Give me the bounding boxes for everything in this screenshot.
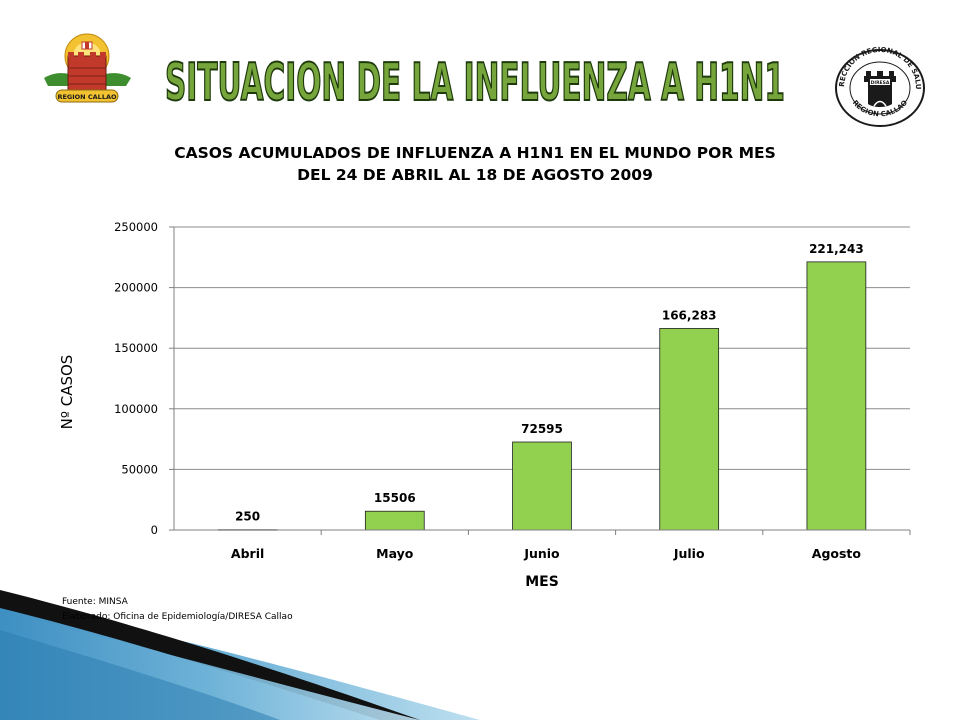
data-label-mayo: 15506 (374, 491, 416, 505)
y-tick-label: 250000 (114, 220, 158, 234)
chart-title-line2: DEL 24 DE ABRIL AL 18 DE AGOSTO 2009 (297, 166, 653, 184)
bar-agosto (806, 261, 867, 531)
x-tick-label-julio: Julio (673, 546, 705, 561)
region-callao-logo: REGION CALLAO (44, 33, 131, 103)
decorative-swoosh (0, 590, 480, 720)
data-labels: 250 15506 72595 166,283 221,243 (235, 242, 864, 524)
bars (217, 261, 867, 531)
data-label-junio: 72595 (521, 422, 563, 436)
prepared-by-note: Elaborado: Oficina de Epidemiología/DIRE… (62, 612, 293, 622)
source-note: Fuente: MINSA (62, 597, 128, 607)
bar-julio (659, 328, 720, 531)
banner-title: SITUACION DE LA INFLUENZA A H1N1 (165, 53, 785, 113)
x-tick-label-mayo: Mayo (376, 546, 414, 561)
data-label-abril: 250 (235, 510, 260, 524)
y-tick-label: 0 (151, 523, 158, 537)
data-label-agosto: 221,243 (809, 242, 864, 256)
data-label-julio: 166,283 (662, 308, 717, 322)
bar-mayo (364, 510, 425, 531)
y-tick-label: 50000 (121, 462, 158, 476)
x-axis-label: MES (525, 574, 559, 590)
castle-tower-icon (864, 71, 896, 107)
x-tick-label-agosto: Agosto (812, 546, 862, 561)
x-axis-ticks: Abril Mayo Junio Julio Agosto (231, 530, 911, 561)
x-tick-label-junio: Junio (523, 546, 560, 561)
right-logo-center-text: DIRESA (871, 80, 890, 86)
y-tick-label: 150000 (114, 341, 158, 355)
y-axis-ticks: 0 50000 100000 150000 200000 250000 (114, 220, 174, 537)
x-tick-label-abril: Abril (231, 546, 264, 561)
banner: SITUACION DE LA INFLUENZA A H1N1 (164, 52, 786, 114)
left-logo-caption: REGION CALLAO (57, 93, 117, 101)
y-tick-label: 200000 (114, 281, 158, 295)
y-axis-label: Nº CASOS (58, 355, 76, 430)
chart-title-line1: CASOS ACUMULADOS DE INFLUENZA A H1N1 EN … (174, 144, 776, 162)
bar-junio (512, 441, 572, 531)
y-tick-label: 100000 (114, 402, 158, 416)
gridlines (174, 226, 910, 470)
